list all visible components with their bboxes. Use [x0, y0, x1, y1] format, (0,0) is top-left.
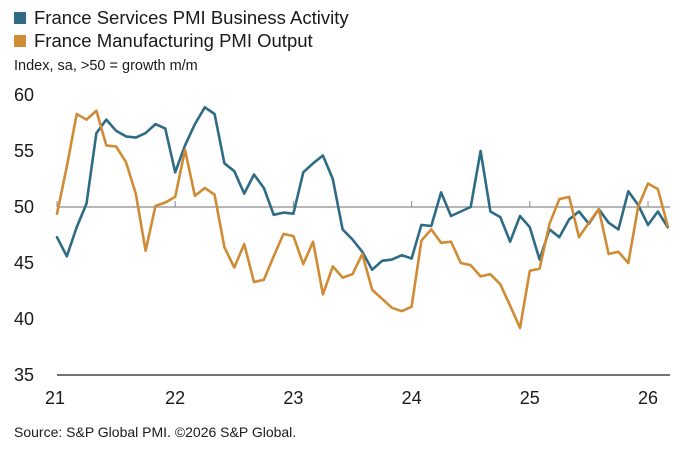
legend-item-services: France Services PMI Business Activity [14, 8, 349, 28]
legend-item-manufacturing: France Manufacturing PMI Output [14, 31, 313, 51]
series-line-services [55, 106, 670, 272]
legend-swatch-services [14, 12, 26, 24]
x-tick-label: 24 [402, 388, 422, 408]
legend-label-manufacturing: France Manufacturing PMI Output [34, 30, 313, 51]
y-tick-label: 55 [14, 141, 34, 161]
legend-swatch-manufacturing [14, 35, 26, 47]
legend-label-services: France Services PMI Business Activity [34, 7, 349, 28]
x-tick-label: 26 [638, 388, 658, 408]
x-tick-label: 25 [520, 388, 540, 408]
y-tick-label: 45 [14, 253, 34, 273]
x-tick-label: 21 [45, 388, 65, 408]
x-tick-label: 22 [165, 388, 185, 408]
y-tick-label: 50 [14, 197, 34, 217]
series-line-manufacturing [55, 109, 670, 330]
x-tick-label: 23 [283, 388, 303, 408]
chart-subtitle: Index, sa, >50 = growth m/m [14, 58, 198, 74]
y-tick-label: 35 [14, 365, 34, 385]
y-tick-label: 40 [14, 309, 34, 329]
y-tick-label: 60 [14, 85, 34, 105]
source-note: Source: S&P Global PMI. ©2026 S&P Global… [14, 424, 297, 440]
